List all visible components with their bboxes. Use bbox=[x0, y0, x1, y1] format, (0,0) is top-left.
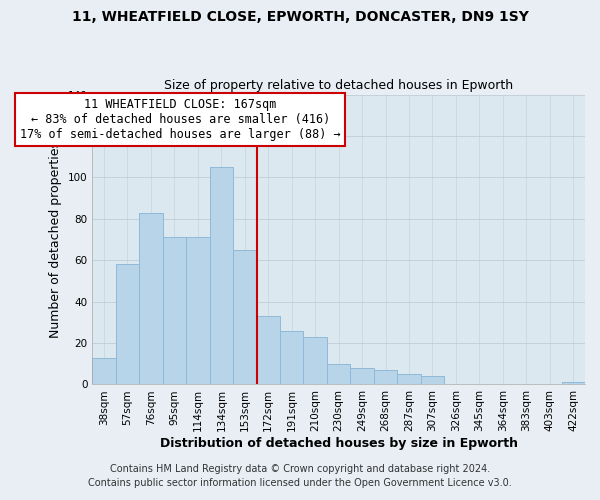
Bar bbox=[139, 212, 163, 384]
Bar bbox=[92, 358, 116, 384]
Bar bbox=[374, 370, 397, 384]
Text: 11 WHEATFIELD CLOSE: 167sqm
← 83% of detached houses are smaller (416)
17% of se: 11 WHEATFIELD CLOSE: 167sqm ← 83% of det… bbox=[20, 98, 341, 141]
Bar bbox=[350, 368, 374, 384]
Text: 11, WHEATFIELD CLOSE, EPWORTH, DONCASTER, DN9 1SY: 11, WHEATFIELD CLOSE, EPWORTH, DONCASTER… bbox=[71, 10, 529, 24]
Y-axis label: Number of detached properties: Number of detached properties bbox=[49, 141, 62, 338]
Bar bbox=[304, 337, 327, 384]
Bar bbox=[163, 238, 186, 384]
Bar bbox=[280, 330, 304, 384]
Bar bbox=[233, 250, 257, 384]
Title: Size of property relative to detached houses in Epworth: Size of property relative to detached ho… bbox=[164, 79, 513, 92]
Bar bbox=[209, 167, 233, 384]
Bar bbox=[327, 364, 350, 384]
Bar bbox=[562, 382, 585, 384]
Text: Contains HM Land Registry data © Crown copyright and database right 2024.
Contai: Contains HM Land Registry data © Crown c… bbox=[88, 464, 512, 487]
Bar bbox=[186, 238, 209, 384]
Bar bbox=[397, 374, 421, 384]
Bar bbox=[421, 376, 444, 384]
Bar bbox=[116, 264, 139, 384]
X-axis label: Distribution of detached houses by size in Epworth: Distribution of detached houses by size … bbox=[160, 437, 518, 450]
Bar bbox=[257, 316, 280, 384]
